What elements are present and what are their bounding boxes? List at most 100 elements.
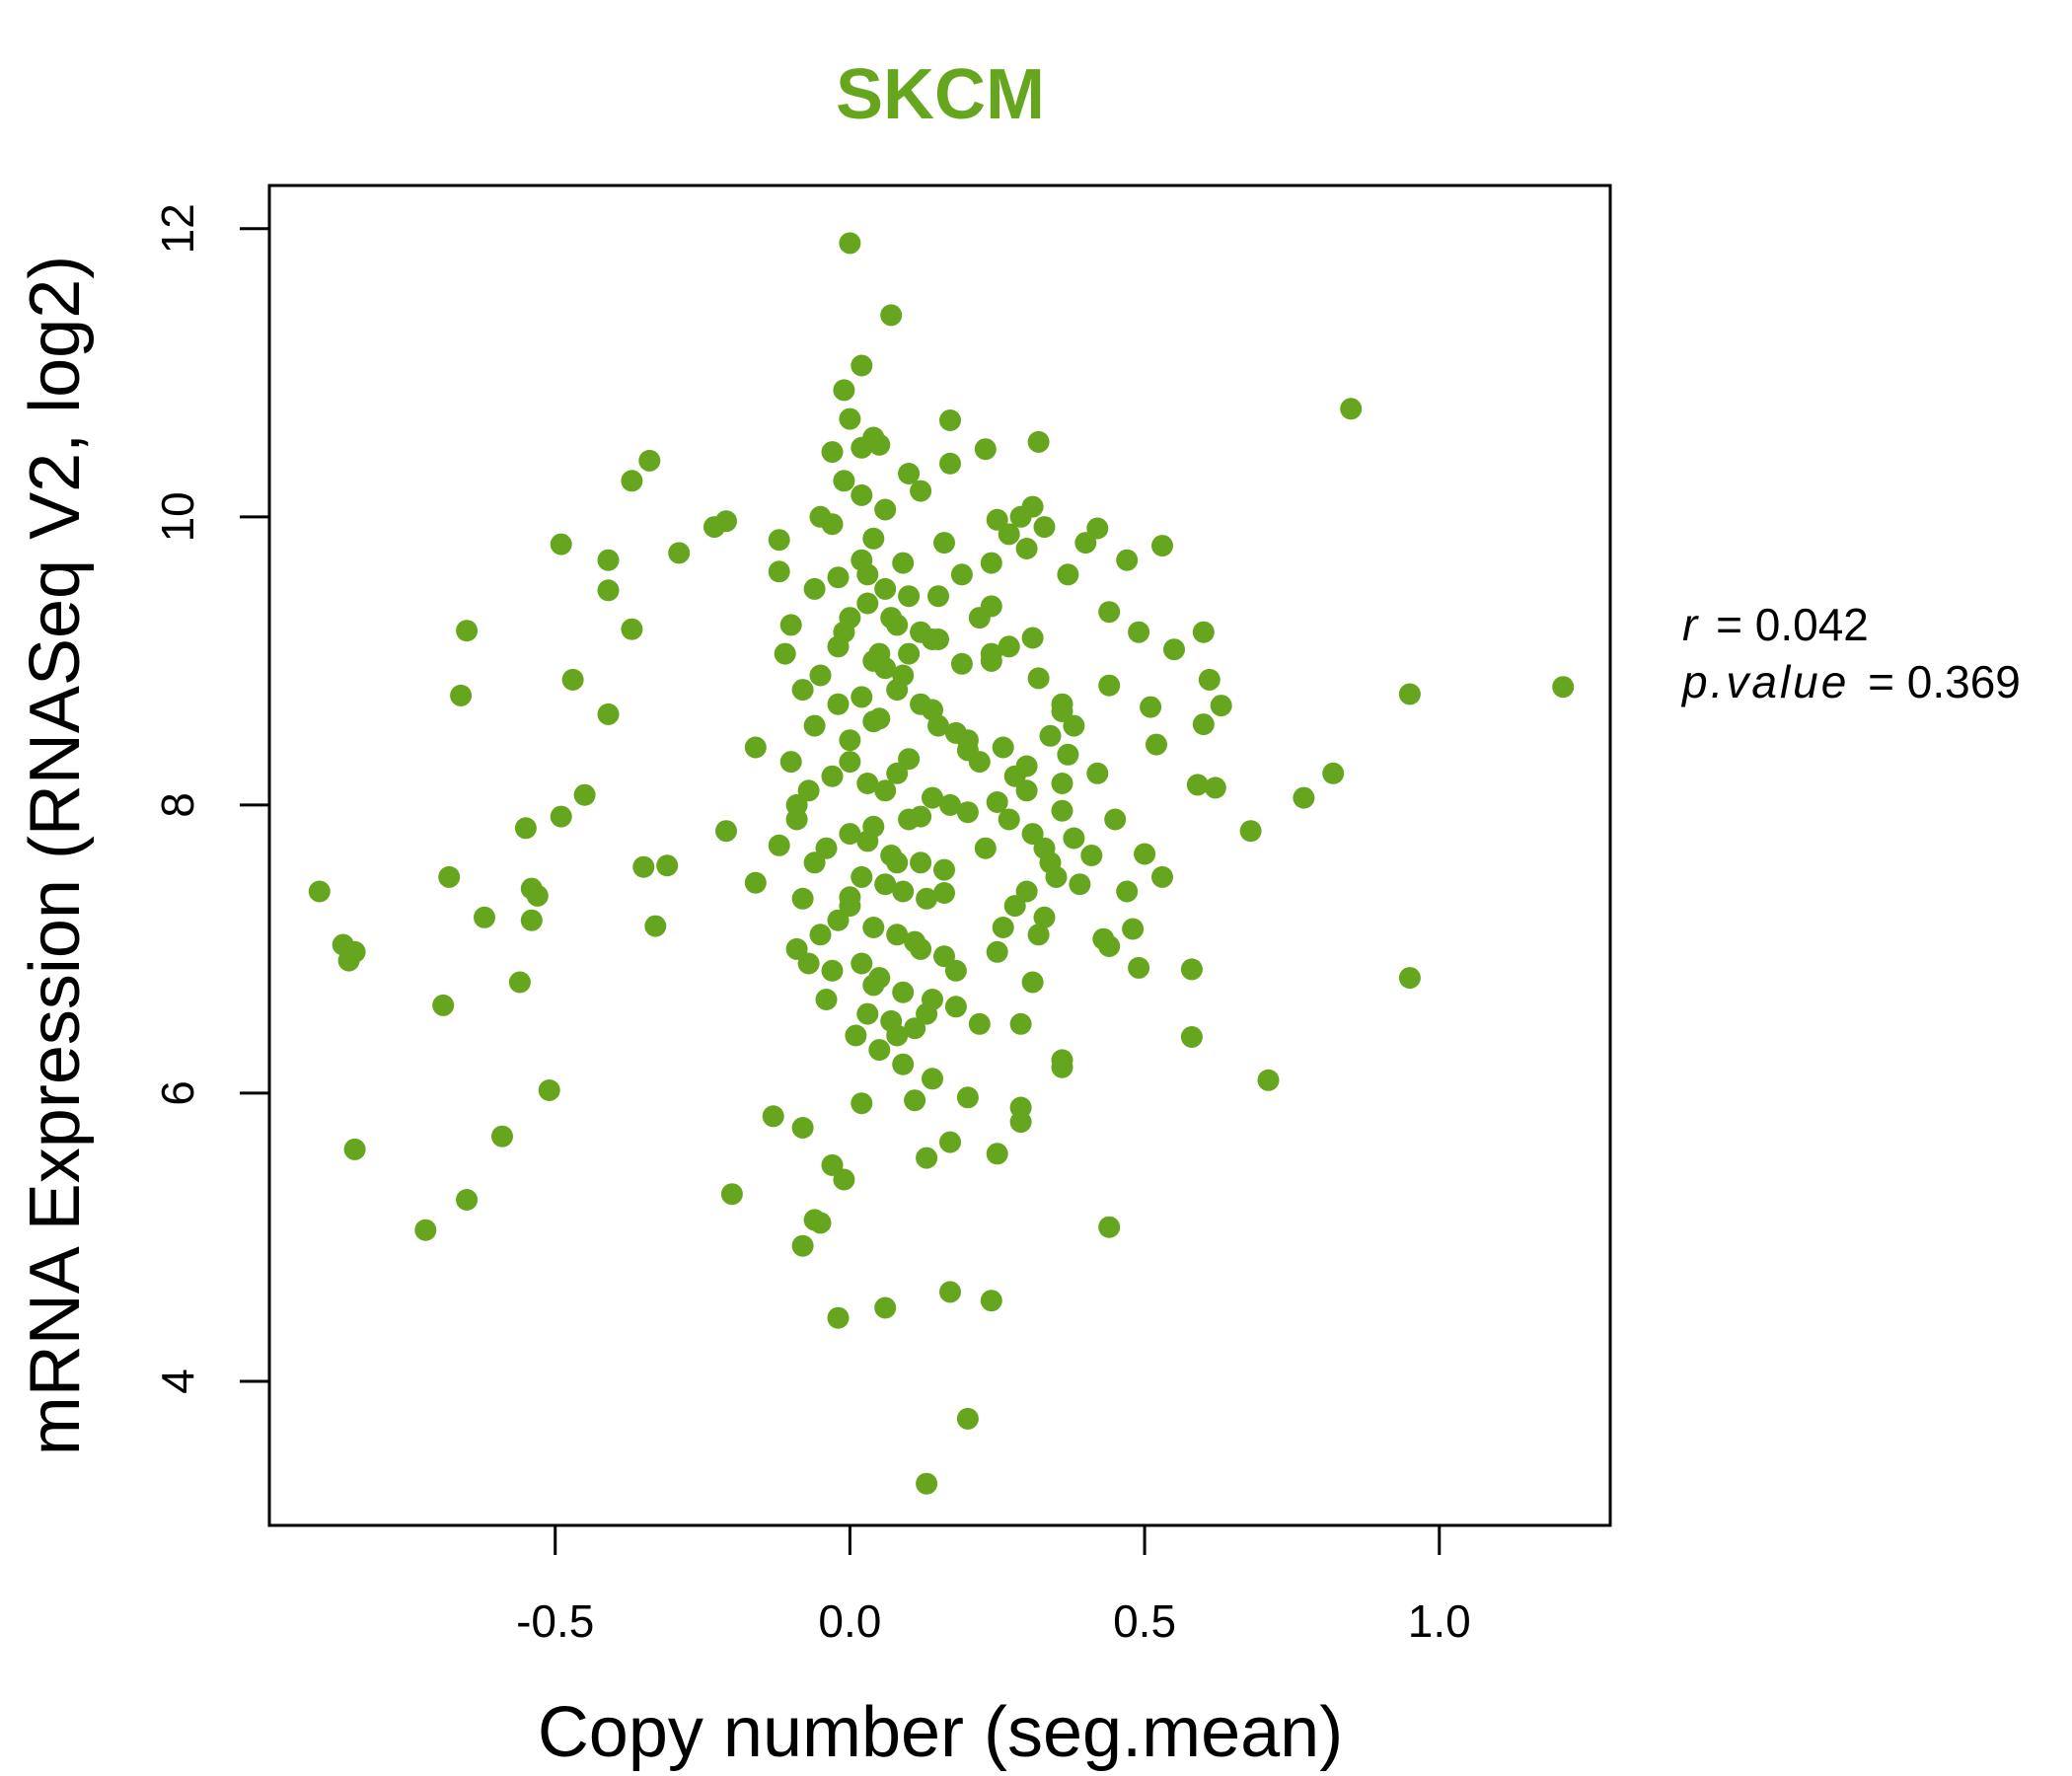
data-point <box>1021 823 1044 846</box>
data-point <box>1204 777 1226 799</box>
data-point <box>1128 956 1150 979</box>
data-point <box>910 851 932 874</box>
data-point <box>1116 549 1139 571</box>
data-point <box>1057 743 1079 766</box>
data-point <box>1051 1056 1073 1078</box>
data-point <box>1051 701 1073 722</box>
data-point <box>791 887 814 910</box>
data-point <box>1210 695 1232 717</box>
data-point <box>880 304 903 327</box>
data-point <box>1398 683 1421 705</box>
data-point <box>992 736 1014 759</box>
data-point <box>944 959 967 982</box>
data-point <box>827 693 850 715</box>
data-point <box>1086 762 1109 784</box>
data-point <box>621 618 643 640</box>
data-point <box>944 996 967 1018</box>
data-point <box>956 729 979 752</box>
data-point <box>1151 535 1173 557</box>
data-point <box>868 433 891 456</box>
data-point <box>851 549 873 571</box>
data-point <box>456 1189 479 1211</box>
data-point <box>898 463 921 484</box>
data-point <box>980 552 1002 574</box>
data-point <box>939 1131 961 1153</box>
correlation-annotation: r = 0.042 p.value = 0.369 <box>1680 599 2021 707</box>
data-point <box>1146 733 1167 756</box>
data-point <box>768 529 790 552</box>
y-tick-label: 6 <box>152 1080 203 1106</box>
data-point <box>720 1183 743 1206</box>
data-point <box>1322 762 1345 784</box>
data-point <box>898 808 921 831</box>
data-point <box>998 523 1020 546</box>
data-point <box>1098 674 1121 697</box>
data-point <box>1015 779 1038 802</box>
data-point <box>910 621 932 643</box>
data-point <box>868 967 891 990</box>
data-point <box>514 817 537 840</box>
data-point <box>927 629 949 650</box>
data-point <box>933 882 955 904</box>
data-point <box>668 542 691 564</box>
data-point <box>916 1472 938 1495</box>
data-point <box>827 566 850 589</box>
data-point <box>827 1306 850 1329</box>
data-point <box>851 483 873 506</box>
data-point <box>1128 621 1150 643</box>
data-point <box>974 837 997 859</box>
data-point <box>1134 843 1156 865</box>
p-value: = 0.369 <box>1868 656 2021 707</box>
data-point <box>856 773 879 794</box>
data-point <box>779 751 802 774</box>
data-point <box>1027 667 1050 690</box>
data-point <box>456 620 479 642</box>
data-point <box>992 917 1014 938</box>
data-point <box>839 607 861 629</box>
data-point <box>950 652 973 675</box>
data-point <box>1009 1111 1032 1134</box>
data-point <box>868 707 891 730</box>
data-point <box>916 887 938 910</box>
data-point <box>1051 799 1073 822</box>
data-point <box>986 508 1008 531</box>
data-point <box>744 736 767 759</box>
data-point <box>1003 895 1026 918</box>
data-point <box>768 834 790 856</box>
data-point <box>1293 786 1315 809</box>
data-point <box>1033 516 1056 539</box>
data-point <box>839 407 861 430</box>
data-point <box>450 684 473 706</box>
data-point <box>632 855 655 878</box>
data-point <box>538 1079 560 1101</box>
data-point <box>839 823 861 846</box>
data-point <box>1027 924 1050 946</box>
data-point <box>1057 563 1079 586</box>
data-point <box>868 642 891 665</box>
data-point <box>803 714 826 737</box>
data-point <box>414 1219 437 1241</box>
data-point <box>491 1125 513 1147</box>
data-point <box>910 937 932 960</box>
data-point <box>950 563 973 586</box>
data-point <box>998 635 1020 658</box>
y-tick-label: 12 <box>152 203 203 254</box>
data-point <box>827 909 850 931</box>
data-point <box>1398 967 1421 990</box>
data-point <box>892 880 915 903</box>
data-point <box>868 1039 891 1062</box>
data-point <box>939 1281 961 1303</box>
data-point <box>933 945 955 968</box>
data-point <box>1003 765 1026 787</box>
data-point <box>922 786 943 809</box>
data-point <box>791 1234 814 1257</box>
data-point <box>508 971 531 994</box>
y-axis-label: mRNA Expression (RNASeq V2, log2) <box>16 256 95 1455</box>
data-point <box>621 470 643 492</box>
y-tick-label: 8 <box>152 792 203 818</box>
plot-frame <box>267 184 1612 1527</box>
r-label: r <box>1682 599 1699 650</box>
data-point <box>874 873 897 896</box>
data-point <box>1069 873 1091 896</box>
